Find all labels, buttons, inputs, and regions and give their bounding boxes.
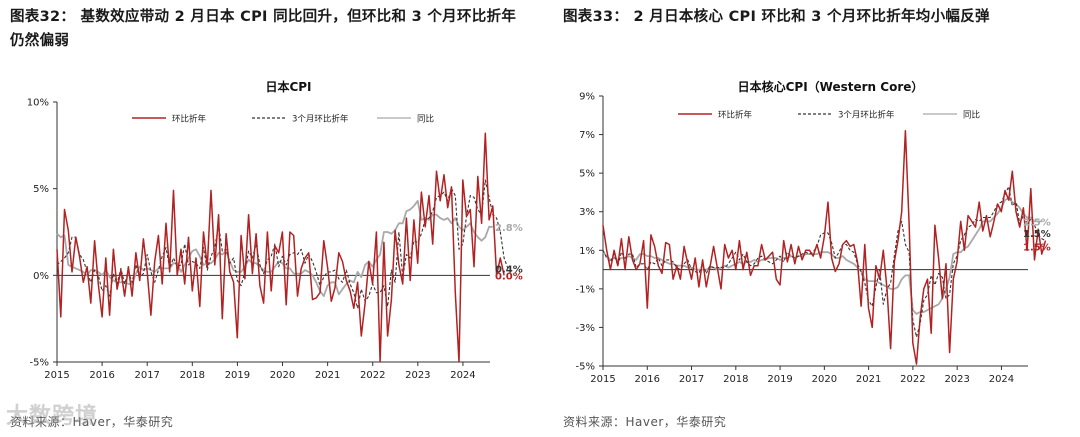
series-line-three_month (56, 179, 509, 309)
legend-entry-mom: 环比折年 (678, 110, 753, 121)
y-tick-label: -5% (30, 358, 49, 369)
chart-japan-core-cpi: 日本核心CPI（Western Core） 环比折年 3个月环比折年 同比 -5% -3%… (553, 60, 1080, 394)
y-tick-label: 5% (33, 184, 49, 195)
chart-panel-japan-core-cpi: 图表33： 2 月日本核心 CPI 环比和 3 个月环比折年均小幅反弹 日本核心… (553, 0, 1080, 437)
y-tick-label: 9% (579, 92, 595, 103)
y-tick-label: -3% (576, 323, 595, 334)
end-value-label-three_month: 0.4% (495, 264, 523, 275)
x-tick-label: 2016 (89, 370, 114, 381)
y-tick-label: 1% (579, 246, 595, 257)
chart-svg: 日本CPI 环比折年 3个月环比折年 同比 -5% 0% 5% 10% 2015 2016 2017… (27, 79, 523, 381)
panel-heading: 图表33： 2 月日本核心 CPI 环比和 3 个月环比折年均小幅反弹 (563, 9, 990, 25)
y-tick-label: 5% (579, 169, 595, 180)
x-tick-label: 2021 (315, 370, 340, 381)
chart-svg: 日本核心CPI（Western Core） 环比折年 3个月环比折年 同比 -5% -3%… (576, 79, 1051, 385)
end-value-label-mom: 1.5% (1023, 242, 1051, 253)
series-line-three_month (602, 186, 1046, 338)
x-tick-label: 2022 (360, 370, 385, 381)
y-tick-label: -1% (576, 284, 595, 295)
x-tick-label: 2020 (812, 374, 837, 385)
x-tick-label: 2019 (225, 370, 250, 381)
y-tick-label: 7% (579, 130, 595, 141)
x-tick-label: 2021 (856, 374, 881, 385)
end-value-label-mom: 0.0% (495, 271, 523, 282)
source-note: 资料来源：Haver，华泰研究 (10, 415, 174, 429)
end-value-label-yoy: 2.5% (1023, 217, 1051, 228)
y-tick-label: -5% (576, 362, 595, 373)
chart-title: 日本CPI (265, 79, 311, 94)
legend-entry-yoy: 同比 (923, 110, 980, 121)
chart-panel-japan-cpi: 图表32： 基数效应带动 2 月日本 CPI 同比回升，但环比和 3 个月环比折… (0, 0, 530, 437)
chart-japan-cpi: 日本CPI 环比折年 3个月环比折年 同比 -5% 0% 5% 10% 2015 2016 2017… (0, 60, 530, 394)
legend-label-yoy: 同比 (417, 114, 434, 125)
legend-label-three_month: 3个月环比折年 (838, 110, 895, 121)
x-tick-label: 2023 (405, 370, 430, 381)
x-tick-label: 2024 (989, 374, 1014, 385)
legend-label-three_month: 3个月环比折年 (292, 114, 349, 125)
series-line-mom (56, 132, 505, 363)
x-tick-label: 2017 (679, 374, 704, 385)
x-tick-label: 2019 (767, 374, 792, 385)
x-tick-label: 2020 (270, 370, 295, 381)
x-tick-label: 2015 (44, 370, 69, 381)
watermark: 大数跨境 (6, 404, 99, 429)
legend-entry-yoy: 同比 (377, 114, 434, 125)
x-tick-label: 2024 (450, 370, 475, 381)
end-value-label-three_month: 1.5% (1023, 229, 1051, 240)
legend-label-yoy: 同比 (963, 110, 980, 121)
y-tick-label: 3% (579, 207, 595, 218)
x-tick-label: 2023 (944, 374, 969, 385)
chart-title: 日本核心CPI（Western Core） (738, 79, 924, 94)
x-tick-label: 2018 (180, 370, 205, 381)
series-line-yoy (602, 197, 1042, 315)
x-tick-label: 2018 (723, 374, 748, 385)
x-tick-label: 2016 (635, 374, 660, 385)
panel-heading: 图表32： 基数效应带动 2 月日本 CPI 同比回升，但环比和 3 个月环比折… (10, 9, 517, 49)
x-tick-label: 2017 (134, 370, 159, 381)
legend-entry-three_month: 3个月环比折年 (252, 114, 349, 125)
source-note: 资料来源：Haver，华泰研究 (563, 415, 727, 429)
end-value-label-yoy: 2.8% (495, 223, 523, 234)
y-tick-label: 0% (33, 271, 49, 282)
series-line-mom (602, 129, 1047, 365)
y-tick-label: 10% (27, 98, 49, 109)
legend-label-mom: 环比折年 (718, 110, 753, 121)
legend-label-mom: 环比折年 (172, 114, 207, 125)
x-tick-label: 2022 (900, 374, 925, 385)
legend-entry-three_month: 3个月环比折年 (798, 110, 895, 121)
x-tick-label: 2015 (590, 374, 615, 385)
legend-entry-mom: 环比折年 (132, 114, 207, 125)
